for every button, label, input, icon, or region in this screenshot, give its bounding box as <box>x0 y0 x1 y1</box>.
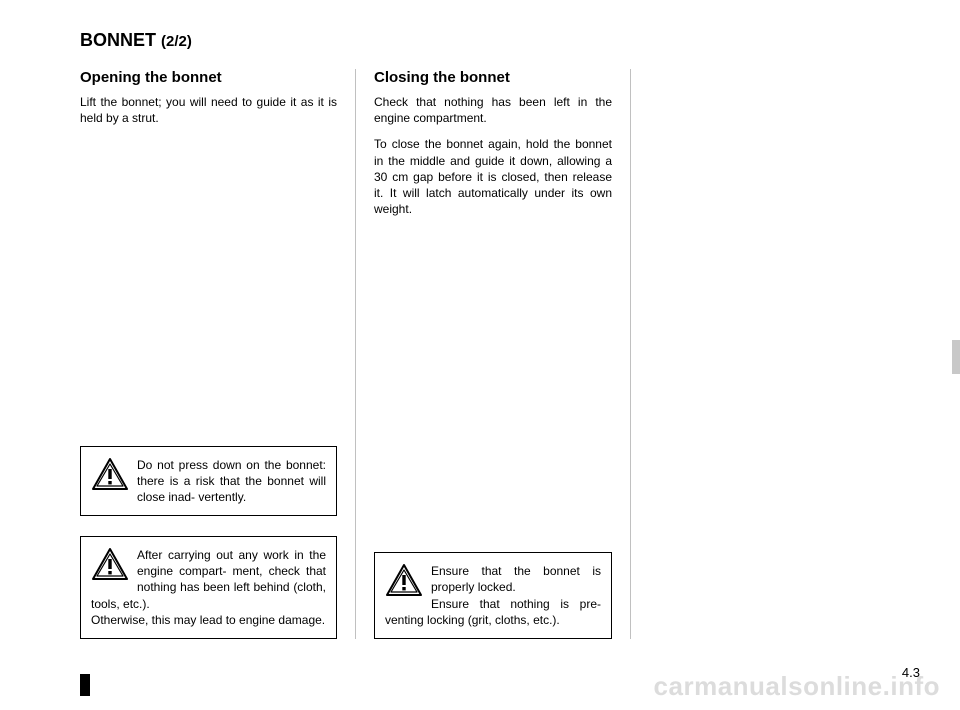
warning-box: Do not press down on the bonnet: there i… <box>80 446 337 517</box>
page-title: BONNET <box>80 30 161 50</box>
column-left: Opening the bonnet Lift the bonnet; you … <box>80 69 355 639</box>
middle-paragraph: Check that nothing has been left in the … <box>374 94 612 126</box>
warning-triangle-icon <box>91 457 129 491</box>
crop-mark-icon <box>80 674 90 696</box>
middle-warnings-group: Ensure that the bonnet is properly locke… <box>374 544 612 639</box>
left-paragraph: Lift the bonnet; you will need to guide … <box>80 94 337 126</box>
warning-triangle-icon <box>91 547 129 581</box>
page-title-part: (2/2) <box>161 33 192 50</box>
warning-triangle-icon <box>385 563 423 597</box>
watermark-text: carmanualsonline.info <box>654 671 940 702</box>
content-columns: Opening the bonnet Lift the bonnet; you … <box>80 69 920 639</box>
middle-paragraph: To close the bonnet again, hold the bonn… <box>374 136 612 217</box>
warning-box: Ensure that the bonnet is properly locke… <box>374 552 612 639</box>
page-title-row: BONNET (2/2) <box>80 30 920 51</box>
left-warnings-group: Do not press down on the bonnet: there i… <box>80 438 337 640</box>
section-tab <box>952 340 960 374</box>
manual-page: BONNET (2/2) Opening the bonnet Lift the… <box>0 0 960 710</box>
warning-text: Do not press down on the bonnet: there i… <box>137 458 326 504</box>
left-heading: Opening the bonnet <box>80 69 337 86</box>
column-middle: Closing the bonnet Check that nothing ha… <box>355 69 630 639</box>
warning-box: After carrying out any work in the engin… <box>80 536 337 639</box>
column-right <box>630 69 905 639</box>
middle-heading: Closing the bonnet <box>374 69 612 86</box>
